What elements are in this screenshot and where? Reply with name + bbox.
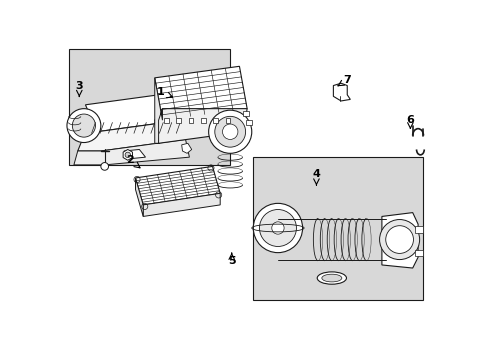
Polygon shape xyxy=(135,166,220,205)
Text: 6: 6 xyxy=(406,115,413,129)
Bar xyxy=(163,118,168,123)
Circle shape xyxy=(67,109,101,143)
Circle shape xyxy=(385,226,413,253)
Bar xyxy=(201,118,205,123)
Polygon shape xyxy=(143,193,220,216)
Bar xyxy=(414,226,422,233)
Polygon shape xyxy=(74,139,189,165)
Circle shape xyxy=(125,152,130,158)
Circle shape xyxy=(72,114,95,137)
Bar xyxy=(225,118,230,123)
Circle shape xyxy=(271,222,284,234)
Bar xyxy=(245,120,251,125)
Text: 3: 3 xyxy=(75,81,83,96)
Circle shape xyxy=(208,110,251,153)
Text: 1: 1 xyxy=(157,87,172,98)
Polygon shape xyxy=(381,213,417,268)
Polygon shape xyxy=(123,149,132,160)
Text: 5: 5 xyxy=(227,253,235,266)
Text: 2: 2 xyxy=(126,155,140,168)
Bar xyxy=(176,118,181,123)
Text: 4: 4 xyxy=(312,169,320,185)
Ellipse shape xyxy=(321,274,341,282)
Circle shape xyxy=(253,203,302,253)
Polygon shape xyxy=(182,143,191,153)
Bar xyxy=(68,49,230,165)
Polygon shape xyxy=(85,93,182,132)
Ellipse shape xyxy=(317,272,346,284)
Circle shape xyxy=(259,210,296,247)
Polygon shape xyxy=(135,178,143,216)
Polygon shape xyxy=(78,120,185,151)
Circle shape xyxy=(222,124,238,139)
Circle shape xyxy=(379,220,419,260)
Polygon shape xyxy=(154,66,246,120)
Bar xyxy=(414,249,422,256)
Polygon shape xyxy=(123,149,145,159)
Bar xyxy=(188,118,193,123)
Circle shape xyxy=(101,163,108,170)
Polygon shape xyxy=(154,78,162,143)
Bar xyxy=(243,111,249,116)
Bar xyxy=(253,157,422,300)
Bar xyxy=(213,118,218,123)
Circle shape xyxy=(214,116,245,147)
Polygon shape xyxy=(154,109,246,143)
Polygon shape xyxy=(333,83,349,101)
Text: 7: 7 xyxy=(337,75,350,86)
